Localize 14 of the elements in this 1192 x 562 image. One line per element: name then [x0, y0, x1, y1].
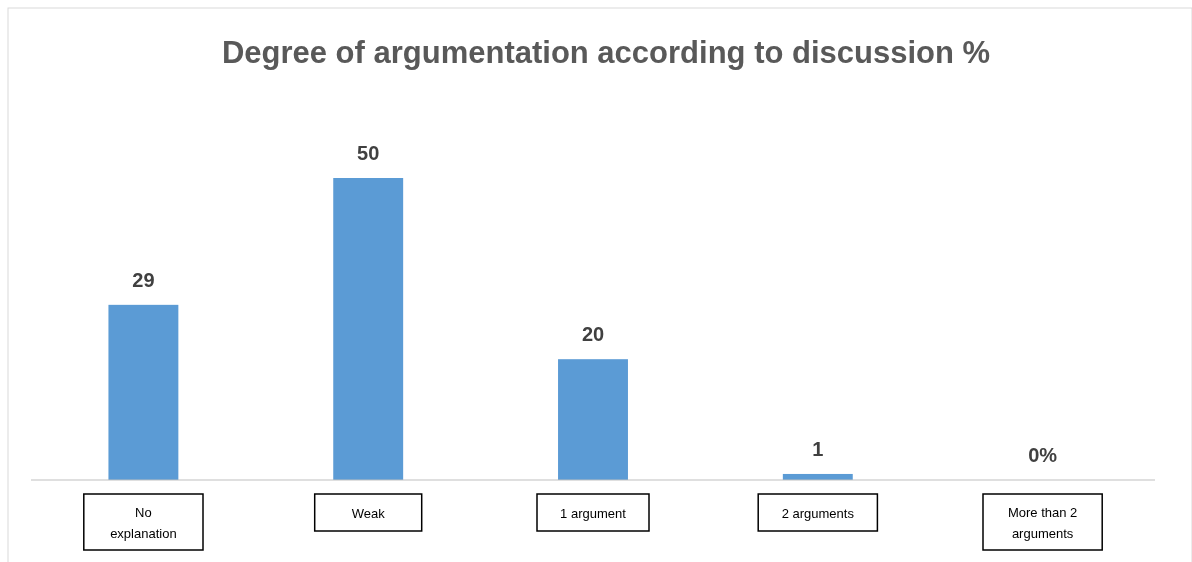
data-label: 1 — [812, 437, 824, 460]
bar — [558, 359, 628, 480]
x-tick-label: Weak — [351, 505, 386, 521]
data-label: 29 — [132, 268, 155, 291]
x-tick-label: 1 argument — [560, 505, 627, 521]
x-tick-label: 2 arguments — [781, 505, 855, 521]
data-label: 0% — [1028, 444, 1058, 466]
x-tick-label: No explanation — [110, 504, 177, 541]
chart-title: Degree of argumentation according to discussion % — [221, 35, 991, 70]
bar — [333, 178, 404, 480]
data-label: 50 — [357, 142, 380, 164]
data-label: 20 — [581, 323, 605, 346]
x-tick-label: More than 2 arguments — [1007, 504, 1078, 541]
bar — [108, 304, 179, 480]
